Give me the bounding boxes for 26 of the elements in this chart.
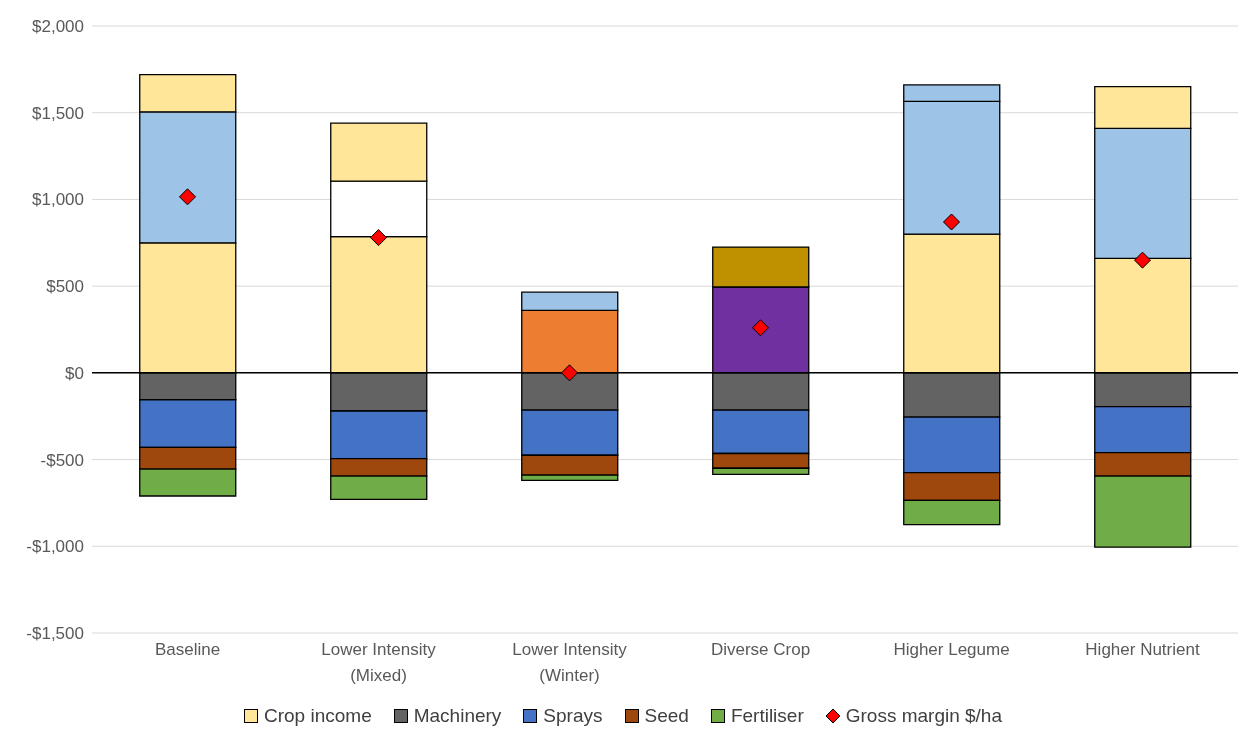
legend-label: Seed [643,705,689,727]
point [943,213,960,231]
x-tick-label: Lower Intensity (Mixed) [321,640,437,685]
y-tick-label: -$1,500 [26,624,84,644]
legend-label: Fertiliser [729,705,804,727]
y-tick-label: $1,500 [32,103,84,123]
legend-label: Sprays [542,705,603,727]
y-tick-label: $500 [46,277,84,297]
y-tick-label: -$1,000 [26,537,84,557]
x-tick-label: Baseline [154,640,221,659]
y-tick-label: -$500 [40,450,84,470]
point [1134,251,1151,269]
x-tick-label: Lower Intensity (Winter) [512,640,628,685]
point [179,188,196,206]
legend-label: Machinery [412,705,502,727]
point [752,319,769,337]
y-tick-label: $1,000 [32,190,84,210]
y-tick-label: $2,000 [32,17,84,37]
x-tick-label: Diverse Crop [710,640,811,659]
point [561,364,578,382]
point [370,229,387,247]
x-tick-label: Higher Legume [893,640,1010,659]
x-tick-label: Higher Nutrient [1085,640,1200,659]
y-tick-label: $0 [65,363,84,383]
legend-label: Gross margin $/ha [844,705,1003,727]
legend-label: Crop income [263,705,372,727]
